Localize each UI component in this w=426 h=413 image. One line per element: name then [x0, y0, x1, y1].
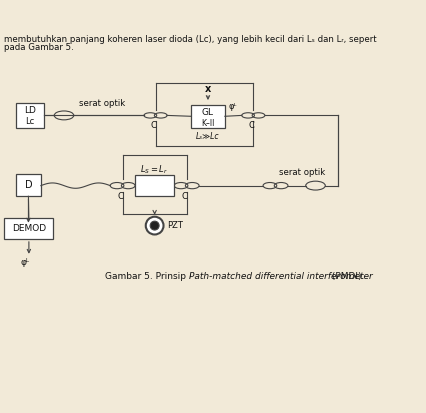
Text: pada Gambar 5.: pada Gambar 5.	[4, 43, 74, 52]
Text: φᴸ: φᴸ	[228, 102, 237, 111]
Text: $L_S = L_r$: $L_S = L_r$	[141, 164, 169, 176]
Text: Lₛ≫Lᴄ: Lₛ≫Lᴄ	[196, 132, 220, 141]
FancyBboxPatch shape	[135, 175, 174, 196]
Text: Lᴄ: Lᴄ	[26, 117, 35, 126]
FancyBboxPatch shape	[16, 103, 44, 128]
Circle shape	[150, 221, 159, 230]
Circle shape	[146, 217, 164, 235]
Text: x: x	[205, 84, 211, 94]
Text: GL: GL	[202, 108, 214, 117]
Text: (PMDI).: (PMDI).	[329, 272, 364, 281]
Text: serat optik: serat optik	[79, 100, 125, 108]
Text: C: C	[249, 121, 254, 130]
Text: DEMOD: DEMOD	[12, 224, 46, 233]
Text: C: C	[182, 192, 188, 201]
Text: serat optik: serat optik	[279, 168, 325, 177]
Text: C: C	[118, 192, 124, 201]
Text: Gambar 5. Prinsip: Gambar 5. Prinsip	[105, 272, 189, 281]
Text: K–II: K–II	[201, 119, 215, 128]
FancyBboxPatch shape	[4, 218, 53, 239]
FancyBboxPatch shape	[16, 174, 41, 196]
Text: PZT: PZT	[167, 221, 183, 230]
Text: φᴸ: φᴸ	[21, 259, 30, 268]
Text: LD: LD	[24, 107, 36, 115]
Text: D: D	[25, 180, 32, 190]
Text: C: C	[151, 121, 157, 130]
Text: membutuhkan panjang koheren laser dioda (Lᴄ), yang lebih kecil dari Lₛ dan Lᵣ, s: membutuhkan panjang koheren laser dioda …	[4, 35, 377, 43]
Text: Path-matched differential interferometer: Path-matched differential interferometer	[189, 272, 373, 281]
FancyBboxPatch shape	[191, 105, 225, 128]
